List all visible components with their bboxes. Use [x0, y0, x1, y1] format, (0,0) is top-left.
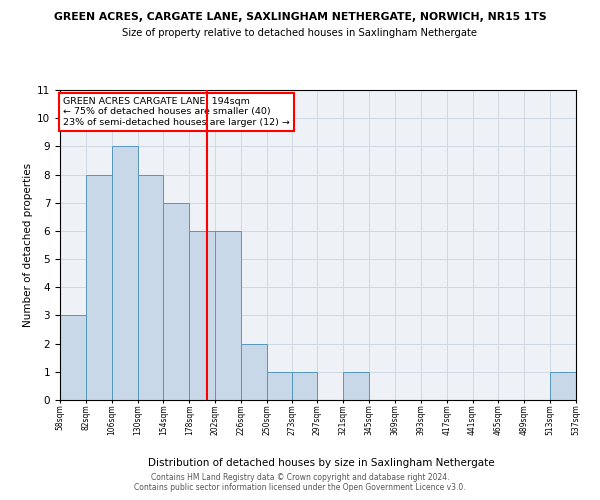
Bar	[137, 174, 163, 400]
Text: Distribution of detached houses by size in Saxlingham Nethergate: Distribution of detached houses by size …	[148, 458, 494, 468]
Bar	[215, 231, 241, 400]
Bar	[189, 231, 215, 400]
Bar	[241, 344, 267, 400]
Bar	[343, 372, 369, 400]
Bar	[86, 174, 112, 400]
Bar	[550, 372, 576, 400]
Y-axis label: Number of detached properties: Number of detached properties	[23, 163, 33, 327]
Bar	[292, 372, 317, 400]
Bar	[112, 146, 137, 400]
Text: GREEN ACRES CARGATE LANE: 194sqm
← 75% of detached houses are smaller (40)
23% o: GREEN ACRES CARGATE LANE: 194sqm ← 75% o…	[63, 97, 290, 127]
Text: Contains HM Land Registry data © Crown copyright and database right 2024.
Contai: Contains HM Land Registry data © Crown c…	[134, 473, 466, 492]
Bar	[163, 202, 189, 400]
Text: Size of property relative to detached houses in Saxlingham Nethergate: Size of property relative to detached ho…	[122, 28, 478, 38]
Bar	[60, 316, 86, 400]
Bar	[267, 372, 292, 400]
Text: GREEN ACRES, CARGATE LANE, SAXLINGHAM NETHERGATE, NORWICH, NR15 1TS: GREEN ACRES, CARGATE LANE, SAXLINGHAM NE…	[53, 12, 547, 22]
